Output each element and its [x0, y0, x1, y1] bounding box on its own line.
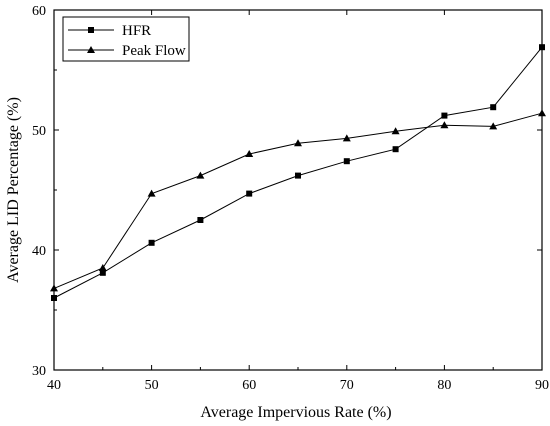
data-point-peak-flow — [196, 171, 205, 179]
legend-marker-peak-flow — [87, 46, 95, 53]
plot-frame — [53, 9, 543, 371]
data-point-peak-flow — [538, 109, 546, 117]
data-point-hfr — [539, 44, 545, 51]
data-point-hfr — [441, 112, 448, 119]
y-tick-label: 50 — [32, 124, 46, 139]
x-tick-label: 50 — [145, 378, 159, 393]
data-point-hfr — [51, 295, 57, 301]
plot-area — [53, 9, 543, 371]
data-point-peak-flow — [245, 150, 254, 157]
data-point-peak-flow — [294, 139, 302, 147]
x-tick-label: 70 — [340, 378, 354, 393]
y-tick-label: 30 — [32, 364, 46, 379]
legend-label-peak-flow: Peak Flow — [122, 43, 186, 59]
data-point-hfr — [392, 146, 399, 153]
y-tick-label: 40 — [32, 244, 46, 259]
y-axis-title: Average LID Percentage (%) — [5, 97, 22, 283]
data-point-hfr — [148, 239, 155, 246]
x-tick-label: 80 — [437, 378, 451, 393]
series-peak-flow — [50, 109, 546, 292]
legend: HFR Peak Flow — [62, 16, 190, 62]
data-point-peak-flow — [50, 284, 58, 292]
data-point-peak-flow — [342, 134, 351, 142]
data-point-peak-flow — [391, 127, 400, 135]
data-point-hfr — [197, 217, 204, 223]
data-point-hfr — [99, 269, 106, 276]
x-tick-label: 40 — [47, 378, 61, 393]
data-point-hfr — [295, 172, 301, 179]
series-hfr — [51, 44, 545, 301]
legend-label-hfr: HFR — [122, 23, 151, 39]
y-tick-label: 60 — [32, 4, 46, 19]
data-point-peak-flow — [440, 121, 449, 129]
data-point-peak-flow — [147, 189, 156, 197]
x-tick-label: 90 — [535, 378, 549, 393]
series-layer — [50, 44, 546, 301]
data-point-hfr — [490, 104, 497, 111]
legend-marker-hfr — [88, 27, 94, 33]
data-point-hfr — [343, 158, 350, 165]
data-point-hfr — [246, 190, 253, 197]
x-tick-label: 60 — [242, 378, 256, 393]
data-point-peak-flow — [98, 264, 107, 271]
x-axis-title: Average Impervious Rate (%) — [200, 404, 391, 421]
data-point-peak-flow — [489, 122, 498, 130]
legend-box — [62, 16, 190, 62]
